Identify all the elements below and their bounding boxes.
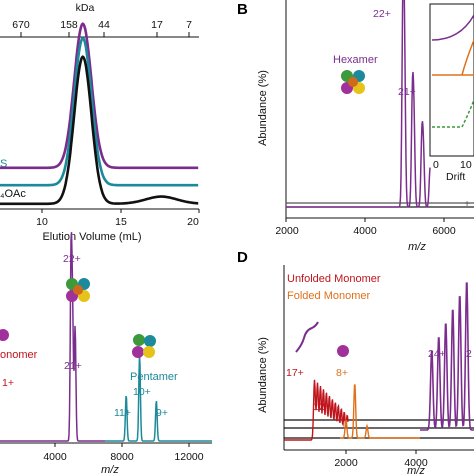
panel-a-x-axis-label: Elution Volume (mL) [42,231,141,243]
panel-a-legend-fragment: S [0,158,7,170]
panel-c-x-tick-label: 12000 [174,451,203,463]
panel-d-peak-label: 12+ [313,401,331,413]
panel-b-species-label: Hexamer [333,54,378,66]
pentamer-icon [132,334,156,358]
folded-monomer-icon [337,345,349,357]
panel-c-x-axis-label: m/z [101,464,119,474]
panel-d-x-axis-label: m/z [407,465,425,474]
panel-a-top-tick-label: 670 [12,19,30,31]
panel-d-letter: D [237,249,248,266]
panel-c-peak-label: 9+ [156,407,168,419]
panel-d-peak-label: 8+ [336,367,348,379]
panel-c-spectrum [0,232,105,442]
panel-b-x-tick-label: 4000 [353,225,377,237]
panel-d-x-tick-label: 4000 [404,457,428,469]
panel-b-edge-label: + [464,198,470,210]
panel-a-x-tick-label: 15 [115,216,127,228]
panel-b-x-axis-label: m/z [408,241,426,253]
panel-d-y-axis-label: Abundance (%) [257,337,269,413]
panel-d-x-tick-label: 2000 [334,457,358,469]
panel-d-oligomer-spectrum [420,282,474,431]
panel-d-peak-label: 24+ [428,348,446,360]
inset-trace-purple [431,14,474,41]
inset-axis-label: Drift [446,171,465,183]
unfolded-monomer-icon [295,321,319,353]
panel-d-legend-unfolded: Unfolded Monomer [287,273,381,285]
panel-d-folded-spectrum [340,384,420,439]
panel-d-peak-label: 2 [466,348,472,360]
panel-d-legend-folded: Folded Monomer [287,290,370,302]
panel-c-legend-fragment: onomer [0,349,38,361]
panel-b-peak-label: 22+ [373,8,391,20]
panel-d: D Abundance (%) 2000 4000 m/z Unfolded M… [237,249,474,474]
hexamer-icon [66,278,90,302]
panel-c-spectrum-pentamer [105,354,212,442]
panel-a-x-tick-label: 10 [36,216,48,228]
panel-d-peak-label: 17+ [286,367,304,379]
inset-tick-label: 0 [433,159,439,171]
inset-trace-orange [432,39,474,76]
panel-a-top-tick-label: 17 [151,19,163,31]
panel-b-y-axis-label: Abundance (%) [257,70,269,146]
inset-trace-green [432,99,474,128]
panel-c-x-tick-label: 4000 [43,451,67,463]
panel-c-peak-label: 1+ [2,377,14,389]
panel-a-trace-black [0,55,199,206]
panel-b-letter: B [237,1,248,18]
hexamer-icon [341,70,365,94]
panel-a: kDa 670 158 44 17 7 10 15 20 Elution Vol… [0,2,200,243]
inset-tick-label: 10 [460,159,472,171]
panel-a-top-tick-label: 44 [98,19,110,31]
panel-a-top-axis-label: kDa [76,2,95,14]
panel-c-peak-label: 22+ [63,253,81,265]
panel-b-x-tick-label: 6000 [432,225,456,237]
panel-c: 4000 8000 12000 m/z 22+ 21+ Pentamer 10+… [0,232,212,474]
panel-a-top-tick-label: 7 [186,19,192,31]
panel-b-peak-label: 21+ [398,86,416,98]
panel-c-peak-label: 11+ [114,407,131,419]
panel-c-peak-label: 10+ [133,386,151,398]
panel-a-top-tick-label: 158 [60,19,78,31]
panel-c-species-label: Pentamer [130,371,178,383]
panel-b-inset: 0 10 Drift [429,3,474,183]
panel-c-peak-label: 21+ [64,360,82,372]
panel-b-spectrum [286,0,431,208]
panel-b: B Abundance (%) 2000 4000 6000 m/z Hexam… [237,0,474,253]
monomer-icon [0,329,9,341]
panel-d-unfolded-spectrum [284,379,349,441]
panel-b-x-tick-label: 2000 [275,225,299,237]
panel-a-legend-fragment: ₄OAc [0,188,26,200]
panel-a-trace-purple [0,22,199,170]
panel-c-x-tick-label: 8000 [110,451,134,463]
panel-a-trace-teal [0,36,199,187]
panel-a-x-tick-label: 20 [187,216,199,228]
